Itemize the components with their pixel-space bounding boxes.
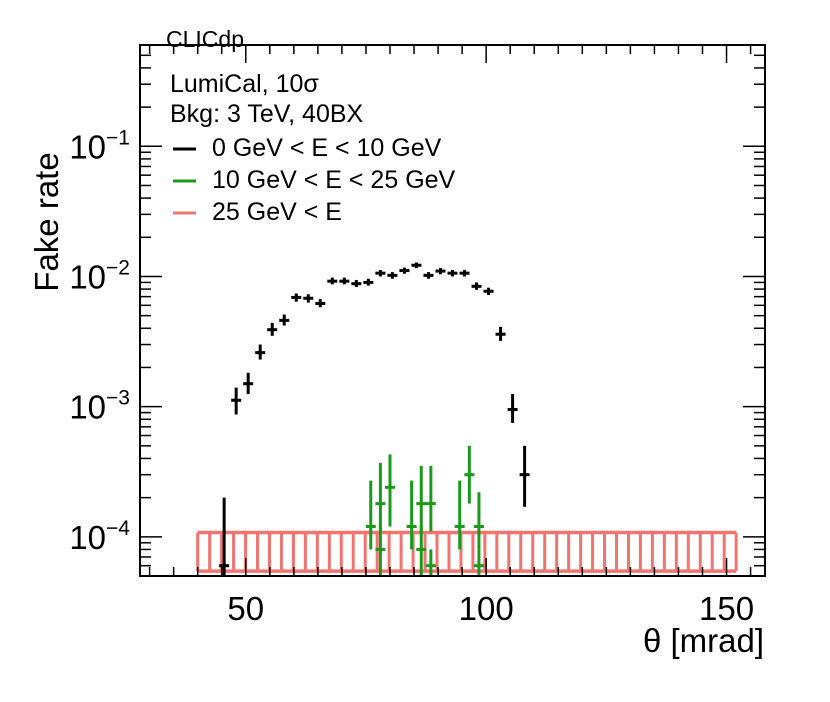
marker: [342, 278, 347, 284]
marker: [402, 268, 407, 273]
marker: [270, 327, 275, 332]
marker: [390, 273, 395, 278]
marker: [368, 524, 373, 529]
legend-label-above25: 25 GeV < E: [212, 198, 342, 226]
marker: [476, 524, 482, 529]
marker: [354, 281, 359, 286]
band-layer: [196, 530, 738, 573]
axes-layer: 50 100 150 10−4 10−3 10−2 10−1: [69, 45, 765, 627]
data-point: [483, 287, 494, 296]
marker: [474, 284, 479, 289]
marker: [476, 563, 482, 568]
marker: [450, 270, 455, 276]
data-point: [219, 497, 230, 576]
marker: [233, 398, 239, 403]
legend-label-0to10: 0 GeV < E < 10 GeV: [212, 134, 442, 162]
legend-label-10to25: 10 GeV < E < 25 GeV: [212, 166, 456, 194]
annotation-lumical: LumiCal, 10σ: [170, 70, 319, 98]
x-tick-label: 50: [227, 590, 264, 627]
marker: [282, 318, 287, 323]
data-point: [425, 465, 436, 532]
data-point: [411, 262, 422, 269]
marker: [409, 524, 414, 529]
points-layer: [219, 262, 530, 576]
marker: [498, 332, 503, 337]
data-point: [351, 279, 362, 288]
data-point: [416, 526, 427, 576]
data-point: [231, 387, 242, 415]
marker: [438, 268, 443, 274]
data-point: [473, 492, 484, 550]
marker: [510, 407, 515, 412]
marker: [257, 350, 263, 355]
data-point: [291, 293, 302, 302]
annotation-bkg: Bkg: 3 TeV, 40BX: [170, 100, 364, 128]
clicdp-label: CLICdp: [166, 26, 244, 52]
data-point: [399, 267, 410, 274]
data-point: [365, 480, 376, 550]
data-point: [435, 268, 446, 275]
data-point: [416, 465, 427, 532]
data-point: [495, 326, 506, 341]
x-tick-label: 100: [459, 590, 514, 627]
data-point: [519, 445, 530, 507]
data-point: [423, 272, 434, 279]
marker: [306, 296, 311, 301]
data-point: [471, 282, 482, 290]
plot-frame: [139, 44, 766, 577]
data-point: [464, 445, 475, 504]
data-point: [454, 480, 465, 550]
data-point: [267, 322, 278, 336]
marker: [522, 472, 527, 477]
y-tick-label: 10−1: [69, 126, 130, 165]
data-point: [243, 372, 254, 395]
marker: [419, 547, 424, 552]
marker: [221, 563, 227, 568]
data-point: [279, 314, 290, 326]
data-point: [447, 270, 458, 277]
data-point: [375, 270, 386, 277]
data-point: [375, 462, 386, 532]
marker: [428, 563, 434, 568]
marker: [419, 501, 424, 506]
marker: [330, 278, 335, 284]
marker: [414, 263, 419, 268]
marker: [462, 270, 467, 276]
data-point: [303, 294, 314, 303]
marker: [245, 381, 251, 386]
marker: [366, 280, 371, 285]
data-point: [315, 299, 326, 308]
y-tick-label: 10−2: [69, 256, 130, 295]
data-point: [459, 270, 470, 277]
data-point: [327, 277, 338, 285]
marker: [426, 273, 431, 278]
y-tick-label: 10−4: [69, 517, 130, 556]
marker: [318, 301, 323, 306]
marker: [428, 501, 434, 506]
data-point: [339, 277, 350, 285]
marker: [486, 289, 491, 294]
marker: [387, 485, 393, 490]
data-point: [363, 278, 374, 286]
y-axis-title: Fake rate: [28, 152, 65, 291]
x-axis-title: θ [mrad]: [643, 622, 764, 659]
data-point: [385, 454, 395, 527]
data-point: [425, 549, 436, 576]
marker: [294, 295, 299, 300]
marker: [378, 501, 383, 506]
marker: [457, 524, 462, 529]
data-point: [406, 480, 417, 550]
data-point: [387, 272, 398, 279]
x-tick-label: 150: [699, 590, 754, 627]
legend: 0 GeV < E < 10 GeV 10 GeV < E < 25 GeV 2…: [173, 134, 456, 226]
data-point: [255, 344, 266, 360]
data-point: [473, 549, 484, 576]
data-point: [375, 526, 386, 576]
marker: [467, 472, 472, 477]
data-point: [507, 394, 518, 423]
y-tick-label: 10−3: [69, 387, 130, 426]
marker: [378, 270, 383, 276]
marker: [378, 547, 383, 552]
